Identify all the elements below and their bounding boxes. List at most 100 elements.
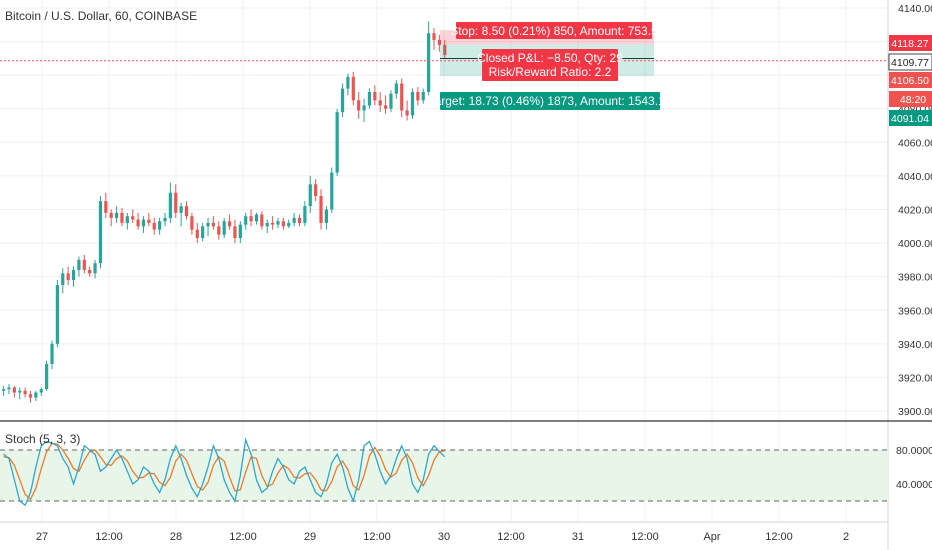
candle: [410, 88, 415, 119]
candle-body: [222, 221, 226, 235]
candle: [330, 167, 334, 213]
candle: [314, 179, 318, 202]
candle: [324, 206, 328, 230]
last-price-tag: 4106.50: [889, 72, 932, 88]
candle-body: [131, 216, 135, 220]
entry-price-tag: 4118.27: [889, 35, 932, 51]
candle-body: [66, 273, 70, 281]
candle-body: [400, 83, 404, 111]
candle: [400, 78, 404, 118]
candle: [227, 214, 232, 230]
candle-body: [174, 192, 178, 213]
candle-body: [373, 91, 377, 101]
candle: [136, 212, 140, 230]
time-axis[interactable]: 27 12:00 28 12:00 29 12:00 30 12:00 31 12:00 Apr 12…: [36, 531, 849, 543]
candle-body: [82, 259, 86, 270]
candle-body: [292, 217, 296, 223]
candle: [297, 214, 302, 227]
candle-body: [45, 363, 49, 390]
candle: [357, 91, 361, 119]
candle: [378, 91, 382, 113]
candle: [249, 209, 253, 227]
candle-body: [217, 226, 221, 235]
candle-body: [158, 221, 162, 230]
candle-body: [254, 214, 259, 222]
candle: [147, 212, 151, 227]
candle: [114, 206, 119, 223]
countdown-tag: 48:20: [889, 91, 932, 107]
candle-body: [324, 209, 328, 223]
last-price-tag-text: 4106.50: [891, 75, 929, 87]
time-tick-label: 12:00: [765, 531, 793, 543]
candle: [394, 80, 398, 99]
time-tick-label: 30: [438, 531, 450, 543]
candle-body: [114, 212, 119, 218]
candle-body: [335, 112, 339, 173]
candle: [206, 217, 210, 237]
candle: [34, 390, 38, 401]
candle: [184, 201, 189, 220]
candle: [82, 254, 86, 274]
time-tick-label: 12:00: [229, 531, 257, 543]
target-label-text: Target: 18.73 (0.46%) 1873, Amount: 1543…: [429, 94, 672, 108]
stop-label-text: Stop: 8.50 (0.21%) 850, Amount: 753.5: [450, 24, 658, 38]
candle: [152, 217, 156, 235]
candle-body: [314, 184, 318, 197]
candle: [254, 212, 259, 225]
candle-body: [287, 222, 291, 227]
candle-body: [206, 222, 210, 227]
candle: [125, 212, 129, 230]
price-tick-label: 3960.00: [898, 305, 932, 317]
candle: [201, 222, 205, 242]
current-price-tag: 4109.77: [888, 53, 932, 71]
candle-body: [12, 387, 16, 393]
time-tick-label: 2: [843, 531, 849, 543]
candle-body: [61, 273, 65, 286]
time-tick-label: Apr: [703, 531, 720, 543]
candle: [12, 385, 16, 398]
candle: [77, 256, 81, 277]
price-tick-label: 4140.00: [898, 3, 932, 15]
chart-title[interactable]: Bitcoin / U.S. Dollar, 60, COINBASE: [5, 9, 197, 23]
target-label: Target: 18.73 (0.46%) 1873, Amount: 1543…: [429, 92, 672, 110]
candle: [281, 217, 285, 230]
chart-grid: [0, 0, 888, 522]
candle: [340, 83, 345, 118]
candle-body: [141, 219, 146, 227]
candle: [303, 201, 307, 227]
stoch-k-line: [3, 437, 446, 507]
candle-body: [98, 201, 103, 264]
stoch-label[interactable]: Stoch (5, 3, 3): [5, 432, 80, 446]
candle: [260, 211, 264, 230]
price-tick-label: 3920.00: [898, 372, 932, 384]
candle-body: [276, 221, 280, 225]
candle: [265, 219, 269, 234]
candle: [104, 192, 108, 218]
candle-body: [109, 212, 113, 218]
candle: [195, 222, 199, 244]
candle-body: [195, 229, 199, 239]
candle-body: [184, 206, 189, 217]
time-tick-label: 31: [572, 531, 584, 543]
candle: [179, 202, 183, 227]
candle: [39, 387, 43, 396]
candle-body: [394, 83, 398, 94]
candle-body: [168, 192, 172, 218]
stoch-d-line: [3, 442, 445, 501]
candle-body: [410, 91, 415, 116]
price-axis[interactable]: 4140.004120.004100.004080.004060.004040.…: [898, 3, 932, 418]
candle-body: [93, 263, 97, 274]
time-tick-label: 12:00: [363, 531, 391, 543]
candle: [292, 212, 296, 227]
candle: [405, 100, 409, 121]
candle: [383, 95, 388, 114]
candle: [55, 280, 59, 348]
candle: [427, 21, 431, 96]
time-tick-label: 28: [170, 531, 182, 543]
candle: [335, 108, 339, 176]
candle: [93, 259, 97, 279]
candle: [190, 212, 194, 235]
candle-body: [163, 217, 167, 222]
candle-body: [389, 93, 393, 109]
